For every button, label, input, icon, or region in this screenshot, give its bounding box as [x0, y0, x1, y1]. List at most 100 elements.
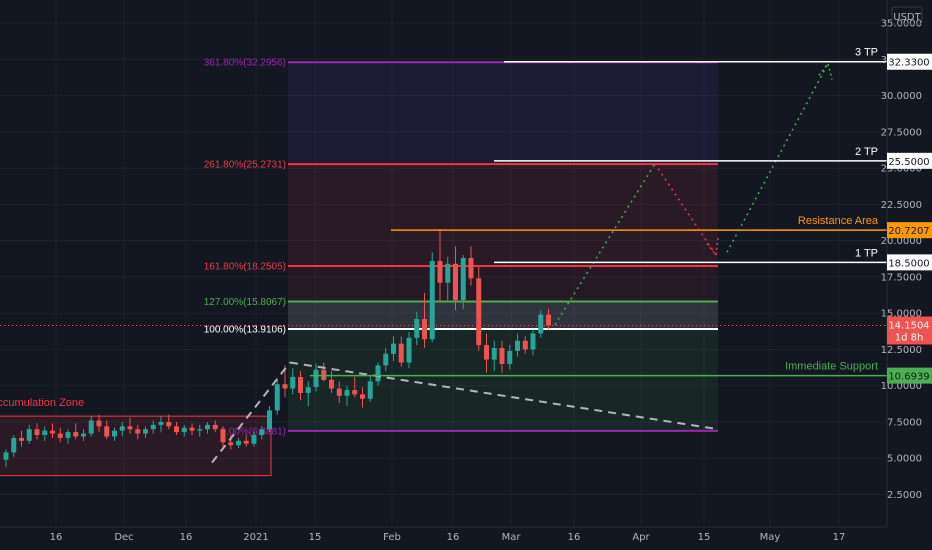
projection-down-arrow — [706, 237, 719, 258]
x-tick-label: 16 — [50, 532, 63, 543]
fib-level-label: 127.00%(15.8067) — [204, 297, 286, 308]
candle-body — [336, 388, 342, 396]
x-tick-label: 16 — [180, 532, 193, 543]
y-tick-label: 20.0000 — [881, 236, 922, 247]
candle-body — [65, 432, 71, 438]
price-tag-text: 20.7207 — [888, 226, 929, 237]
candles-layer — [3, 229, 551, 467]
target-lines-layer: 3 TP 2 TP Resistance Area 1 TP Immediate Sup… — [0, 47, 887, 377]
candle-body — [42, 430, 48, 436]
fib-band — [288, 328, 718, 431]
fibonacci-layer: 361.80%(32.2956) 261.80%(25.2731) 161.80%(… — [204, 58, 718, 437]
price-tag-bg — [887, 254, 932, 271]
currency-label: USDT — [893, 12, 921, 23]
fib-level-label: 261.80%(25.2731) — [204, 160, 286, 171]
candle-body — [344, 390, 350, 396]
target-label: Immediate Support — [785, 361, 878, 373]
price-tag-text: 18.5000 — [888, 258, 929, 269]
candle-body — [166, 421, 172, 427]
candle-body — [197, 429, 203, 431]
candle-body — [34, 429, 40, 436]
candle-body — [73, 432, 79, 437]
x-tick-label: 15 — [698, 532, 711, 543]
price-tags: 32.3300 25.5000 20.7207 18.5000 10.6939 14.15… — [887, 53, 932, 384]
candle-body — [50, 430, 55, 434]
candle-body — [522, 340, 528, 350]
projection-up-arrow — [818, 61, 833, 80]
candle-body — [476, 278, 482, 346]
x-tick-label: 15 — [309, 532, 322, 543]
candle-body — [507, 350, 513, 364]
candle-body — [530, 333, 536, 350]
y-tick-label: 17.5000 — [881, 272, 922, 283]
candle-body — [236, 440, 241, 446]
uptrend-dashed-line — [211, 361, 291, 464]
candle-body — [367, 381, 373, 399]
candle-body — [181, 427, 187, 433]
projection-up-1 — [554, 163, 656, 326]
y-tick-label: 2.5000 — [887, 490, 922, 501]
candle-body — [259, 429, 265, 436]
candle-body — [352, 390, 358, 395]
x-tick-label: 16 — [447, 532, 460, 543]
candle-body — [220, 429, 226, 443]
candle-body — [96, 420, 102, 427]
fib-level-label: 100.00%(13.9106) — [204, 324, 286, 335]
candle-body — [189, 427, 195, 431]
fib-band — [288, 265, 718, 302]
candle-body — [484, 345, 489, 360]
candle-body — [460, 258, 466, 301]
candle-body — [112, 430, 117, 437]
candle-body — [150, 424, 156, 430]
candle-body — [298, 376, 303, 393]
y-tick-label: 27.5000 — [881, 127, 922, 138]
candle-body — [305, 387, 311, 393]
candle-body — [251, 435, 257, 444]
target-label: 1 TP — [855, 247, 878, 259]
candle-body — [290, 376, 296, 389]
time-axis[interactable]: 16 Dec 16 2021 15 Feb 16 Mar 16 Apr 15 May 17 — [0, 526, 887, 543]
price-tag-bg — [887, 222, 932, 239]
projection-layer — [211, 61, 833, 464]
y-tick-label: 12.5000 — [881, 345, 922, 356]
target-label: 3 TP — [855, 47, 878, 59]
price-tag-bg — [887, 367, 932, 384]
y-tick-label: 22.5000 — [881, 200, 922, 211]
x-tick-label: 17 — [833, 532, 846, 543]
candle-body — [119, 426, 125, 431]
current-price-text: 14.1504 — [888, 320, 929, 331]
candle-body — [429, 260, 435, 340]
candle-body — [515, 340, 520, 351]
x-tick-label: Feb — [383, 532, 401, 543]
candle-body — [174, 426, 179, 433]
accumulation-zone-label: Accumulation Zone — [0, 397, 84, 409]
fib-band — [288, 62, 718, 165]
x-tick-label: Mar — [502, 532, 522, 543]
candle-body — [143, 429, 148, 434]
fib-level-label: 161.80%(18.2505) — [204, 261, 286, 272]
projection-down — [654, 163, 717, 256]
price-tag-text: 32.3300 — [888, 58, 929, 69]
currency-badge[interactable]: USDT — [891, 6, 923, 25]
candle-body — [127, 426, 133, 430]
y-tick-label: 10.0000 — [881, 381, 922, 392]
y-tick-label: 7.5000 — [887, 417, 922, 428]
price-tag-bg — [887, 152, 932, 169]
current-price-tag-bg — [887, 316, 932, 345]
candle-body — [11, 437, 17, 453]
fib-band — [288, 164, 718, 266]
candle-body — [422, 318, 427, 340]
downtrend-dashed-line — [289, 361, 719, 431]
target-label: Resistance Area — [798, 215, 879, 227]
fib-level-label: 361.80%(32.2956) — [204, 58, 286, 69]
price-tag-text: 25.5000 — [888, 157, 929, 168]
candle-body — [135, 429, 141, 434]
candle-body — [383, 353, 389, 366]
x-tick-label: Dec — [114, 532, 133, 543]
x-tick-label: 16 — [568, 532, 581, 543]
y-tick-label: 30.0000 — [881, 91, 922, 102]
candle-body — [88, 420, 94, 434]
y-tick-label: 15.0000 — [881, 309, 922, 320]
candle-body — [81, 433, 86, 437]
